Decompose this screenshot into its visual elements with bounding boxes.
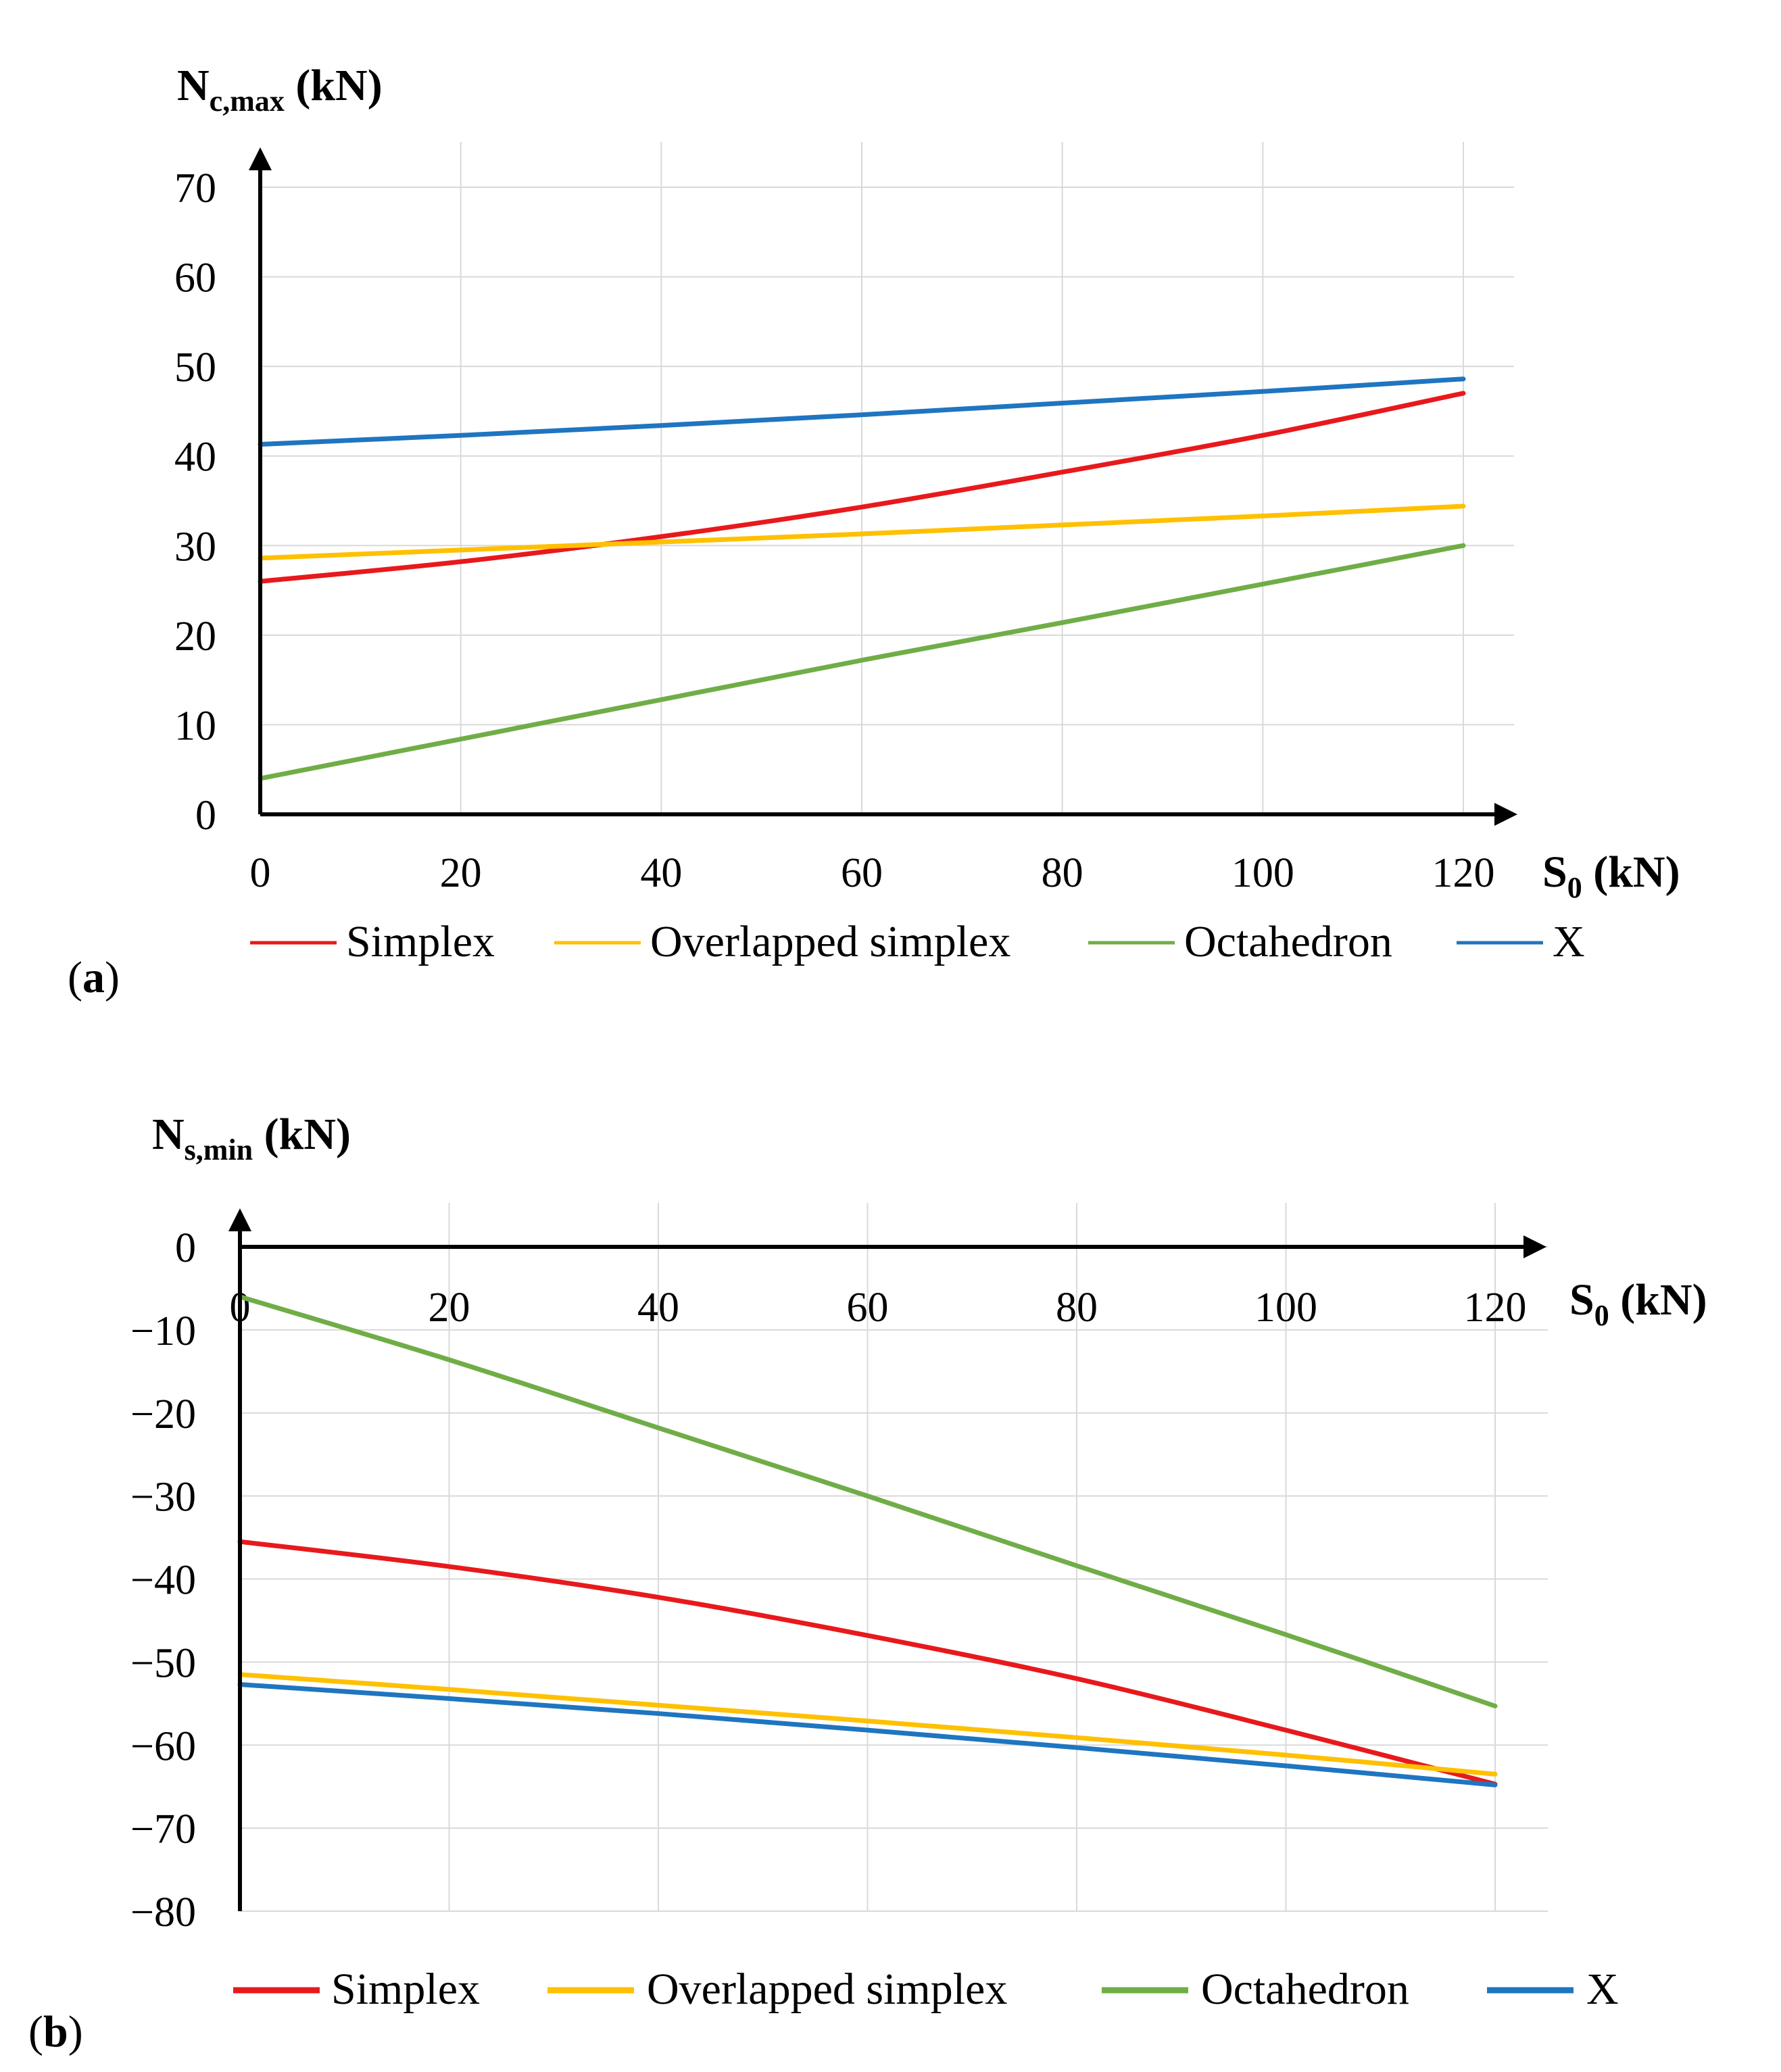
y-tick-label: −20 [130,1391,196,1437]
y-tick-label: 0 [195,793,216,839]
series-lines-a [258,376,1466,781]
y-axis-arrow-b [228,1208,251,1231]
y-tick-label: −50 [130,1640,196,1686]
series-line-octahedron [237,1294,1498,1708]
series-line-octahedron [258,543,1466,781]
y-tick-label: −40 [130,1558,196,1604]
tick-labels-b: 0−10−20−30−40−50−60−70−800 20 40 60 80 100 120 [130,1225,1526,1935]
y-tick-label: −30 [130,1475,196,1521]
x-tick-label: 120 [1464,1285,1527,1331]
legend-label-overlapped-simplex: Overlapped simplex [650,917,1010,966]
axes-a [249,147,1517,826]
x-tick-label: 100 [1231,850,1294,896]
y-tick-label: 30 [174,524,216,570]
x-tick-label: 20 [440,850,482,896]
x-tick-label: 80 [1056,1285,1098,1331]
series-line-x [237,1682,1498,1787]
y-tick-label: −10 [130,1308,196,1354]
axes-b [228,1208,1546,1911]
x-tick-label: 0 [250,850,271,896]
x-tick-label: 80 [1042,850,1083,896]
legend-b: Simplex Overlapped simplex Octahedron X [233,1965,1619,2014]
chart-a: 0 10 20 30 40 50 60 70 0 20 40 60 80 100 120 Nc,max (k… [68,61,1680,1002]
series-line-overlapped-simplex [258,503,1466,561]
panel-label-a: (a) [68,953,120,1002]
y-tick-label: 70 [174,166,216,212]
legend-label-x: X [1586,1965,1619,2014]
legend-label-overlapped-simplex: Overlapped simplex [647,1965,1007,2014]
y-tick-label: 60 [174,255,216,301]
x-tick-label: 60 [847,1285,889,1331]
x-tick-label: 120 [1432,850,1495,896]
x-tick-label: 60 [841,850,883,896]
y-tick-label: 10 [174,703,216,749]
y-tick-label: 20 [174,614,216,660]
legend-label-octahedron: Octahedron [1201,1965,1409,2014]
y-tick-label: 50 [174,345,216,391]
legend-a: Simplex Overlapped simplex Octahedron X [250,917,1585,966]
chart-b: 0−10−20−30−40−50−60−70−800 20 40 60 80 100 120… [28,1110,1707,2056]
y-tick-label: −80 [130,1890,196,1935]
series-lines-b [237,1294,1498,1787]
y-axis-arrow-a [249,147,272,170]
y-tick-label: −60 [130,1723,196,1769]
series-line-overlapped-simplex [237,1672,1498,1777]
legend-label-octahedron: Octahedron [1184,917,1392,966]
x-axis-title-b: S0 (kN) [1569,1275,1707,1332]
grid-a [260,142,1514,814]
y-axis-title-b: Ns,min (kN) [152,1110,351,1166]
x-tick-label: 40 [637,1285,679,1331]
x-axis-title-a: S0 (kN) [1542,847,1680,904]
x-tick-label: 100 [1254,1285,1317,1331]
y-tick-label: −70 [130,1806,196,1852]
legend-label-x: X [1553,917,1585,966]
x-tick-label: 40 [640,850,682,896]
legend-label-simplex: Simplex [346,917,495,966]
y-tick-label: 40 [174,435,216,480]
x-axis-arrow-a [1494,803,1517,826]
x-axis-arrow-b [1523,1235,1546,1258]
panel-label-b: (b) [28,2007,83,2056]
series-line-x [258,376,1466,447]
series-line-simplex [237,1539,1498,1787]
x-tick-label: 20 [429,1285,470,1331]
series-line-simplex [258,391,1466,584]
tick-labels-a: 0 10 20 30 40 50 60 70 0 20 40 60 80 100 120 [174,166,1495,896]
y-axis-title-a: Nc,max (kN) [177,61,383,118]
legend-label-simplex: Simplex [331,1965,480,2014]
y-tick-label: 0 [175,1225,196,1271]
